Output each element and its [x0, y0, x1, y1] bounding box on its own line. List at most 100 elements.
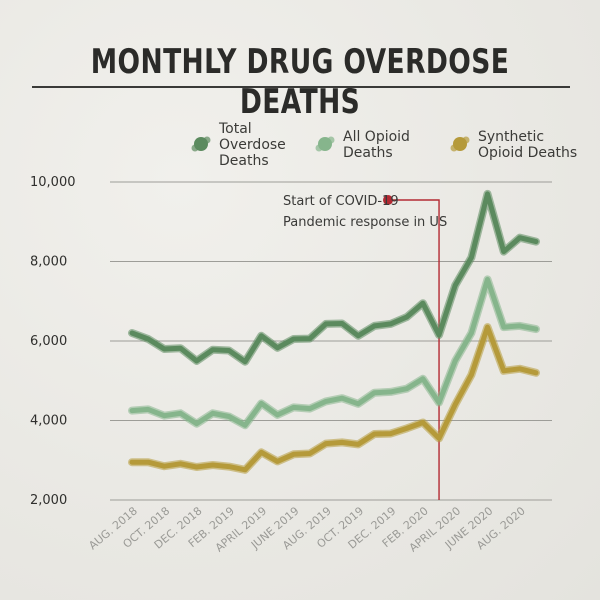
data-point — [485, 325, 490, 329]
data-point — [453, 403, 457, 407]
data-point — [178, 411, 183, 415]
data-point — [372, 391, 376, 395]
data-point — [502, 369, 506, 373]
data-point — [162, 464, 166, 468]
data-point — [340, 321, 344, 326]
data-point — [340, 396, 344, 400]
data-point — [227, 414, 231, 419]
data-point — [469, 373, 473, 377]
data-point — [292, 452, 296, 456]
data-point — [211, 411, 215, 415]
y-tick-label: 4,000 — [30, 414, 67, 429]
annotation-line1: Start of COVID-19 — [283, 194, 399, 209]
data-point — [405, 315, 409, 319]
data-point — [195, 465, 199, 469]
data-point — [356, 402, 360, 406]
data-point — [211, 348, 215, 352]
legend-marker — [450, 144, 458, 152]
data-point — [388, 322, 393, 326]
legend-marker — [462, 136, 470, 144]
data-point — [195, 422, 199, 426]
data-point — [195, 359, 199, 363]
series-line — [129, 276, 539, 428]
legend-label: Synthetic Opioid Deaths — [478, 129, 577, 161]
y-tick-label: 2,000 — [30, 493, 67, 508]
y-tick-label: 6,000 — [30, 334, 67, 349]
data-point — [502, 249, 506, 254]
data-point — [388, 432, 393, 436]
data-point — [178, 462, 183, 466]
data-point — [146, 337, 150, 341]
data-point — [372, 324, 376, 328]
annotation-leader-line — [388, 199, 440, 500]
annotation-line2: Pandemic response in US — [283, 215, 447, 230]
data-point — [405, 387, 409, 391]
data-point — [308, 451, 312, 456]
data-point — [130, 460, 134, 464]
data-point — [275, 346, 280, 350]
data-point — [308, 337, 312, 341]
data-point — [130, 331, 134, 335]
data-point — [437, 401, 441, 405]
data-point — [453, 283, 457, 287]
data-point — [324, 322, 328, 326]
data-point — [485, 277, 490, 281]
data-point — [502, 325, 506, 329]
y-tick-label: 10,000 — [30, 175, 76, 190]
data-point — [437, 436, 441, 440]
data-point — [162, 347, 166, 351]
data-point — [356, 442, 360, 446]
data-point — [421, 377, 425, 381]
data-point — [453, 359, 457, 363]
data-point — [146, 407, 150, 411]
data-point — [146, 460, 150, 464]
legend-label: All Opioid Deaths — [343, 129, 410, 161]
data-point — [534, 240, 538, 244]
data-point — [421, 420, 425, 425]
data-point — [518, 367, 522, 371]
title-underline — [32, 86, 570, 88]
data-point — [372, 432, 376, 436]
data-point — [259, 334, 263, 338]
legend-marker — [191, 144, 199, 152]
legend-label: Total Overdose Deaths — [218, 121, 286, 169]
data-point — [243, 423, 247, 427]
data-point — [243, 468, 247, 472]
data-point — [356, 334, 360, 338]
legend-marker — [203, 136, 211, 144]
data-point — [534, 327, 538, 331]
data-point — [518, 236, 522, 240]
series-line — [129, 324, 539, 473]
data-point — [308, 406, 312, 411]
data-point — [292, 337, 296, 341]
data-point — [211, 463, 215, 467]
data-point — [178, 346, 183, 350]
chart-title: MONTHLY DRUG OVERDOSE DEATHS — [90, 42, 510, 122]
data-point — [243, 360, 247, 364]
data-point — [421, 301, 425, 305]
y-tick-label: 8,000 — [30, 255, 67, 270]
annotation-marker — [383, 195, 393, 205]
data-point — [162, 414, 166, 418]
data-point — [518, 324, 522, 328]
data-point — [275, 459, 280, 464]
data-point — [259, 401, 263, 406]
data-point — [437, 333, 441, 337]
data-point — [130, 408, 134, 413]
data-point — [340, 440, 344, 444]
data-point — [227, 348, 231, 353]
data-point — [388, 390, 393, 394]
data-point — [292, 405, 296, 409]
data-point — [324, 441, 328, 446]
series-line — [129, 191, 539, 365]
legend-marker — [315, 144, 323, 152]
data-point — [405, 426, 409, 431]
data-point — [259, 450, 263, 454]
legend-marker — [327, 136, 335, 144]
data-point — [485, 192, 490, 196]
data-point — [227, 465, 231, 469]
data-point — [275, 413, 280, 417]
data-point — [469, 331, 473, 335]
